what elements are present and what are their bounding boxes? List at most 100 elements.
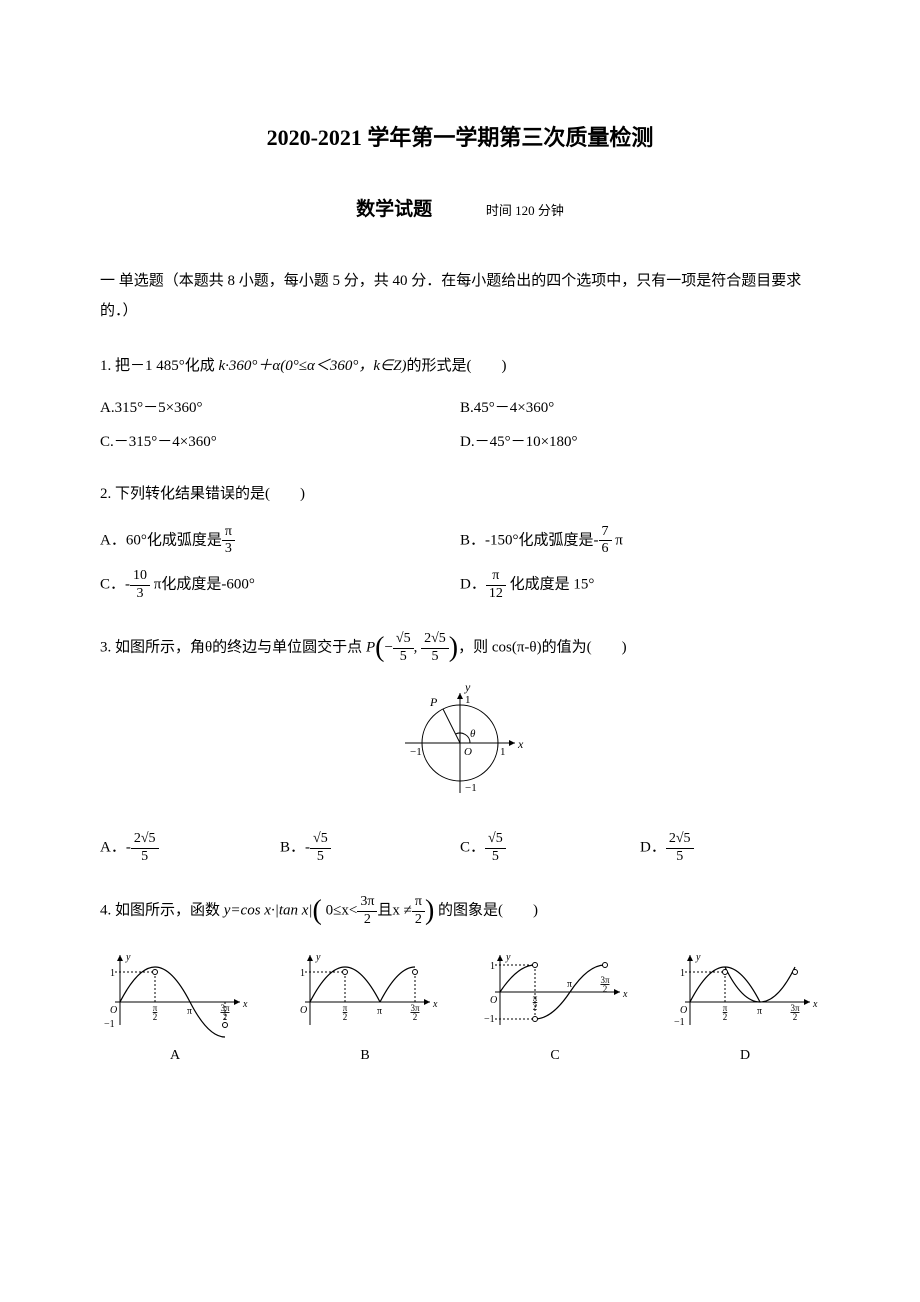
q2d-num: π — [486, 568, 506, 586]
q2c-den: 3 — [130, 586, 150, 603]
q3d-den: 5 — [666, 849, 694, 866]
q3a-den: 5 — [131, 849, 159, 866]
c-O: O — [490, 995, 497, 1006]
question-2: 2. 下列转化结果错误的是( ) A．60°化成弧度是π3 B．-150°化成弧… — [100, 482, 820, 603]
b-O: O — [300, 1005, 307, 1016]
q4c2-num: π — [412, 894, 425, 912]
q3-one-t: 1 — [465, 694, 471, 706]
q4-expr: y=cos x·|tan x| — [224, 903, 313, 919]
q4-stem: 4. 如图所示，函数 y=cos x·|tan x|( 0≤x<3π2且x ≠π… — [100, 894, 820, 929]
q4-label-b: B — [290, 1045, 440, 1067]
q3-one-r: 1 — [500, 746, 506, 758]
a-pi2d: 2 — [153, 1012, 158, 1022]
q3x-num: √5 — [393, 631, 414, 649]
c-y: y — [505, 952, 511, 963]
d-y: y — [695, 952, 701, 963]
q3-neg1-l: −1 — [410, 746, 422, 758]
q3y-num: 2√5 — [421, 631, 449, 649]
q3-option-a: A．-2√55 — [100, 831, 280, 866]
a-one: 1 — [110, 968, 115, 979]
q4-stem-post: 的图象是( ) — [434, 903, 538, 919]
exam-title: 2020-2021 学年第一学期第三次质量检测 — [100, 120, 820, 155]
d-x: x — [812, 999, 818, 1010]
q4-figures: 1 −1 O x y π2 π 3π2 A — [100, 947, 820, 1067]
d-pi2d: 2 — [723, 1012, 728, 1022]
q3-P: P — [366, 640, 375, 656]
a-x: x — [242, 999, 248, 1010]
q4-figure-a: 1 −1 O x y π2 π 3π2 A — [100, 947, 250, 1067]
q2b-den: 6 — [599, 541, 612, 558]
d-one: 1 — [680, 968, 685, 979]
q2a-pre: A．60°化成弧度是 — [100, 532, 222, 548]
q2d-pre: D． — [460, 577, 486, 593]
c-one: 1 — [490, 961, 495, 972]
svg-text:3π2: 3π2 — [600, 975, 610, 994]
q3b-pre: B．- — [280, 840, 310, 856]
q3x-den: 5 — [393, 649, 414, 666]
q2-option-b: B．-150°化成弧度是-76 π — [460, 524, 820, 559]
q3-x-axis: x — [517, 737, 524, 751]
d-O: O — [680, 1005, 687, 1016]
b-x: x — [432, 999, 438, 1010]
q2b-pre: B．-150°化成弧度是- — [460, 532, 599, 548]
q4-figure-c: 1 −1 O x y π2 π 3π2 C — [480, 947, 630, 1067]
exam-subtitle: 数学试题 — [356, 195, 432, 225]
q2c-post: π化成度是-600° — [150, 577, 255, 593]
a-y: y — [125, 952, 131, 963]
q2b-num: 7 — [599, 524, 612, 542]
question-3: 3. 如图所示，角θ的终边与单位圆交于点 P(−√55, 2√55)，则 cos… — [100, 631, 820, 866]
q2d-den: 12 — [486, 586, 506, 603]
q1-stem: 1. 把－1 485°化成 k·360°＋α(0°≤α＜360°，k∈Z)的形式… — [100, 354, 820, 378]
b-pi: π — [377, 1006, 382, 1017]
q2-option-d: D．π12 化成度是 15° — [460, 568, 820, 603]
q2c-pre: C．- — [100, 577, 130, 593]
q3-P-label: P — [429, 695, 438, 709]
q3a-pre: A．- — [100, 840, 131, 856]
c-pi: π — [567, 979, 572, 990]
q3-figure: θ P O 1 −1 1 −1 x y — [100, 683, 820, 811]
q3c-num: √5 — [485, 831, 506, 849]
a-3pi2d: 2 — [223, 1012, 228, 1022]
q4-label-a: A — [100, 1045, 250, 1067]
q4c2-den: 2 — [412, 912, 425, 929]
q1-option-d: D.－45°－10×180° — [460, 430, 820, 454]
q4-label-d: D — [670, 1045, 820, 1067]
q3-y-axis: y — [464, 680, 471, 694]
q4-stem-pre: 4. 如图所示，函数 — [100, 903, 224, 919]
q2-option-c: C．-103 π化成度是-600° — [100, 568, 460, 603]
c-x: x — [622, 989, 628, 1000]
q3c-den: 5 — [485, 849, 506, 866]
q4-figure-d: 1 −1 O x y π2 π 3π2 D — [670, 947, 820, 1067]
q4-cond-pre: 0≤x< — [322, 903, 357, 919]
q3-stem-pre: 3. 如图所示，角θ的终边与单位圆交于点 — [100, 640, 366, 656]
q3-option-b: B．-√55 — [280, 831, 460, 866]
q3-theta-label: θ — [470, 728, 476, 740]
q1-stem-expr: k·360°＋α(0°≤α＜360°，k∈Z) — [219, 358, 407, 374]
b-y: y — [315, 952, 321, 963]
q3-O-label: O — [464, 746, 472, 758]
time-note: 时间 120 分钟 — [486, 201, 564, 222]
q3d-num: 2√5 — [666, 831, 694, 849]
q2a-num: π — [222, 524, 235, 542]
q3-stem-post: ，则 cos(π-θ)的值为( ) — [458, 640, 626, 656]
q3-stem: 3. 如图所示，角θ的终边与单位圆交于点 P(−√55, 2√55)，则 cos… — [100, 631, 820, 666]
a-neg1: −1 — [104, 1019, 115, 1030]
q3-neg1-b: −1 — [465, 782, 477, 794]
question-1: 1. 把－1 485°化成 k·360°＋α(0°≤α＜360°，k∈Z)的形式… — [100, 354, 820, 454]
q4-label-c: C — [480, 1045, 630, 1067]
svg-text:π2: π2 — [153, 1003, 158, 1022]
b-pi2d: 2 — [343, 1012, 348, 1022]
section-instruction: 一 单选题（本题共 8 小题，每小题 5 分，共 40 分．在每小题给出的四个选… — [100, 266, 820, 326]
q4-figure-b: 1 O x y π2 π 3π2 B — [290, 947, 440, 1067]
q3a-num: 2√5 — [131, 831, 159, 849]
q2-stem: 2. 下列转化结果错误的是( ) — [100, 482, 820, 506]
svg-text:π2: π2 — [533, 993, 538, 1012]
c-neg1: −1 — [484, 1014, 495, 1025]
q3-option-d: D．2√55 — [640, 831, 820, 866]
q4c1-den: 2 — [357, 912, 377, 929]
d-pi: π — [757, 1006, 762, 1017]
d-3pi2d: 2 — [793, 1012, 798, 1022]
c-3pi2d: 2 — [603, 984, 608, 994]
q3b-den: 5 — [310, 849, 331, 866]
svg-text:3π2: 3π2 — [220, 1003, 230, 1022]
